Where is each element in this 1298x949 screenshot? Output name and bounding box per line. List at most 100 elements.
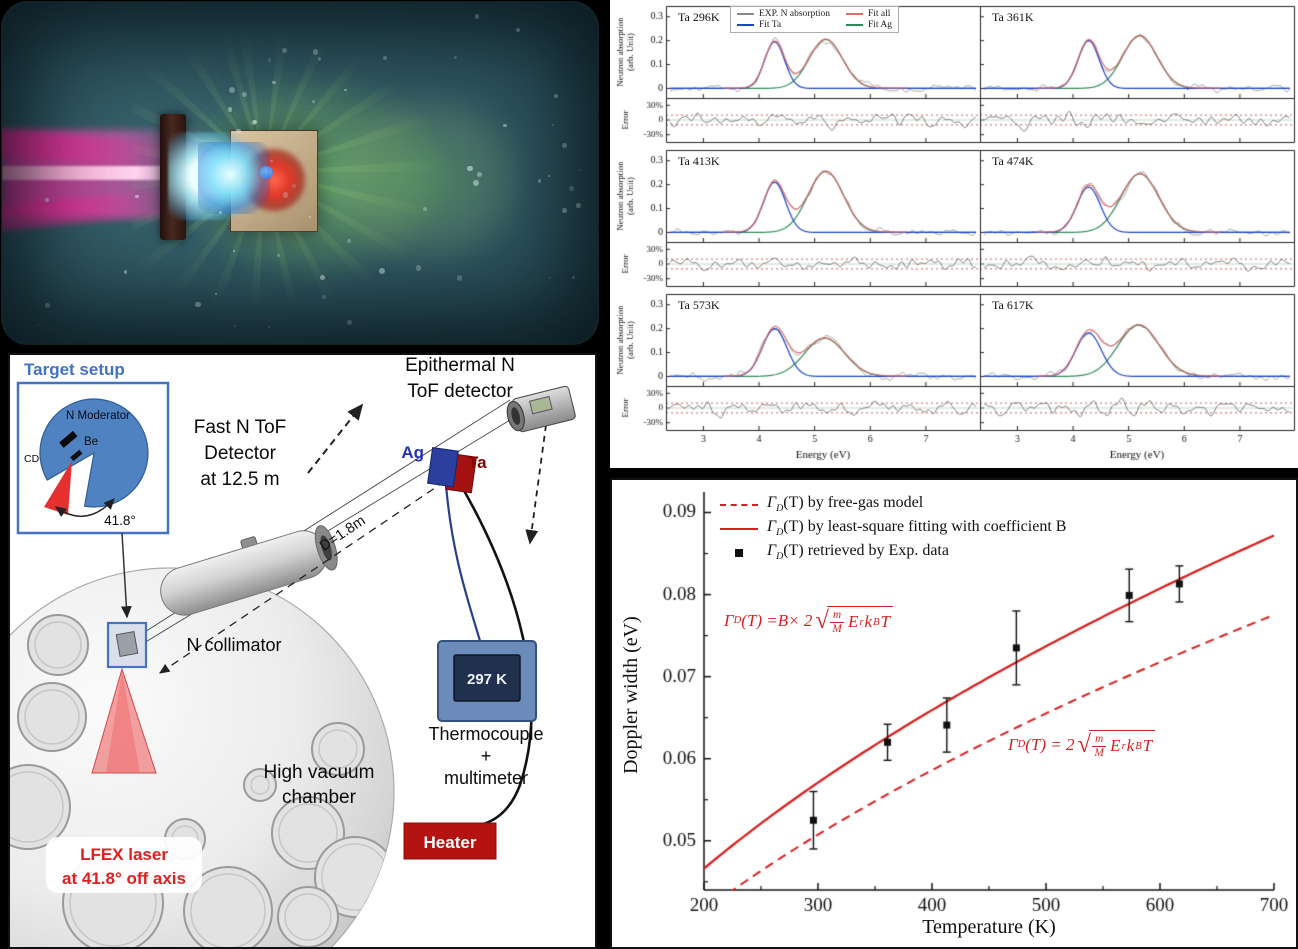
legend-item: EXP. N absorption (737, 9, 830, 19)
epithermal-label-2: ToF detector (407, 381, 513, 402)
bubble (45, 303, 51, 309)
chamber-port-rim (34, 621, 82, 669)
schematic-svg: D=1.8m Ag Ta 297 K Heater (10, 355, 576, 947)
bubble (562, 208, 567, 213)
chamber-port (10, 764, 71, 850)
legend-item-free-gas: ΓD(T) by free-gas model (720, 494, 1066, 515)
experiment-schematic: D=1.8m Ag Ta 297 K Heater (8, 353, 597, 949)
lfex-label-2: at 41.8° off axis (62, 869, 186, 888)
bubble (228, 87, 235, 93)
spectra-legend: EXP. N absorption Fit all Fit Ta Fit Ag (730, 6, 900, 33)
bubble (453, 55, 458, 59)
heater-box (403, 822, 497, 860)
legend-label: Fit all (868, 9, 891, 19)
cd-label: CD (24, 453, 40, 465)
bubble (319, 274, 326, 281)
bubble (227, 106, 233, 112)
legend-label: EXP. N absorption (759, 9, 830, 19)
multimeter-screen (453, 654, 521, 702)
bubble (473, 179, 480, 186)
legend-item-exp-data: ΓD(T) retrieved by Exp. data (720, 542, 1066, 563)
moderator-label: N Moderator (66, 410, 130, 422)
cable-ta-to-heater (460, 486, 533, 827)
detector-lens-bore (511, 407, 521, 425)
lfex-laser-cone-inner (106, 671, 140, 773)
bubble (45, 198, 50, 203)
particle-field (2, 2, 598, 344)
bubble (218, 210, 222, 214)
laser-plasma-render (2, 2, 598, 344)
bubble (576, 203, 581, 208)
bubble (209, 119, 212, 122)
legend-line-marker (737, 24, 754, 26)
bubble (312, 49, 318, 55)
square-marker (720, 548, 758, 557)
bubble (415, 265, 421, 271)
heater-label: Heater (424, 833, 477, 852)
dashed-line-marker (720, 503, 758, 506)
thermocouple-label-1: Thermocouple (428, 724, 543, 744)
bubble (578, 169, 581, 172)
collimator-label: N collimator (186, 635, 281, 655)
bubble (135, 194, 139, 199)
bubble (321, 295, 326, 300)
bubble (267, 58, 272, 62)
spectra-panel-label: Ta 573K (678, 298, 720, 312)
bubble (234, 325, 237, 327)
bubble (561, 142, 567, 148)
chamber-port-rim (10, 771, 64, 843)
epithermal-dashed-arrow (525, 424, 547, 545)
chamber-port-rim (190, 873, 266, 947)
spectra-panel-label: Ta 361K (992, 10, 1034, 24)
bubble (37, 324, 40, 326)
bubble (547, 174, 550, 177)
chamber-port (243, 768, 277, 802)
bubble (456, 275, 463, 282)
bubble (551, 124, 554, 127)
thermocouple-label-3: multimeter (444, 768, 528, 788)
bubble (347, 238, 352, 243)
be-label: Be (84, 436, 98, 448)
bubble (270, 159, 273, 162)
thermocouple-label-2: + (481, 746, 492, 766)
distance-measure-line (159, 462, 473, 674)
bubble (236, 128, 241, 133)
bubble (238, 214, 241, 218)
y-axis-title: Doppler width (eV) (620, 616, 642, 774)
legend-label: Fit Ta (759, 20, 782, 30)
spectra-panel-label: Ta 617K (992, 298, 1034, 312)
legend-item-least-square: ΓD(T) by least-square fitting with coeff… (720, 518, 1066, 539)
bubble (467, 165, 474, 172)
bubble (317, 57, 322, 61)
legend-label: Fit Ag (868, 20, 893, 30)
temperature-readout: 297 K (467, 671, 507, 688)
bubble (343, 88, 347, 92)
bubble (568, 185, 574, 191)
bubble (282, 191, 289, 198)
chamber-ports (10, 614, 394, 947)
ag-foil (427, 446, 459, 488)
chamber-port-rim (250, 775, 270, 795)
chamber-port-rim (278, 803, 338, 863)
bubble (383, 55, 388, 60)
doppler-canvas (612, 480, 1296, 947)
bubble (281, 48, 288, 54)
legend-item: Fit Ag (846, 20, 892, 30)
bubble (549, 277, 551, 279)
inset-pointer-arrow (120, 532, 132, 619)
chamber-port-rim (24, 689, 80, 745)
x-axis-title: Temperature (K) (922, 916, 1056, 938)
bubble (309, 216, 312, 219)
moderator-disc (39, 398, 149, 508)
vignette (2, 2, 598, 344)
target-holder-insert (115, 631, 139, 657)
legend-item: Fit Ta (737, 20, 830, 30)
bubble (553, 93, 558, 98)
bubble (537, 179, 542, 183)
be-marker (59, 430, 78, 448)
doppler-legend: ΓD(T) by free-gas model ΓD(T) by least-s… (720, 494, 1066, 563)
spectra-panel-label: Ta 296K (678, 10, 720, 24)
spectra-canvas (610, 0, 1298, 468)
